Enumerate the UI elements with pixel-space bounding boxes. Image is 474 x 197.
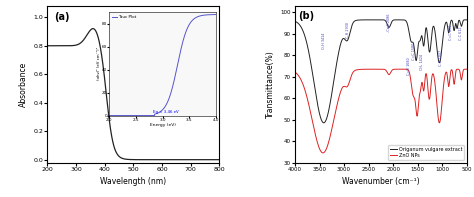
Text: C-O 1037: C-O 1037: [438, 50, 443, 66]
Legend: Origanum vulgare extract, ZnO NPs: Origanum vulgare extract, ZnO NPs: [388, 145, 465, 160]
ZnO NPs: [365, 68, 371, 70]
ZnO NPs: [292, 71, 298, 73]
Origanum vulgare extract: [461, 19, 466, 21]
Y-axis label: Absorbance: Absorbance: [19, 62, 28, 107]
Text: CH₂ 1424: CH₂ 1424: [419, 54, 423, 70]
Origanum vulgare extract: [322, 121, 328, 123]
Origanum vulgare extract: [292, 20, 298, 22]
Text: (a): (a): [55, 12, 70, 22]
Text: C-H 2930: C-H 2930: [346, 22, 349, 38]
Origanum vulgare extract: [464, 19, 470, 21]
Text: (b): (b): [299, 11, 315, 21]
Y-axis label: Transmittance(%): Transmittance(%): [266, 50, 275, 118]
ZnO NPs: [397, 68, 403, 70]
Origanum vulgare extract: [358, 19, 364, 21]
ZnO NPs: [322, 151, 328, 153]
Origanum vulgare extract: [312, 85, 318, 88]
Origanum vulgare extract: [442, 23, 448, 26]
ZnO NPs: [358, 68, 364, 71]
X-axis label: Wavelength (nm): Wavelength (nm): [100, 177, 166, 186]
ZnO NPs: [442, 74, 448, 76]
ZnO NPs: [461, 69, 466, 71]
ZnO NPs: [464, 68, 470, 70]
Text: O-H 3414: O-H 3414: [322, 33, 326, 49]
Text: C-C 612: C-C 612: [459, 27, 464, 40]
Text: C=C 831: C=C 831: [448, 25, 453, 40]
Line: ZnO NPs: ZnO NPs: [295, 69, 467, 153]
Line: Origanum vulgare extract: Origanum vulgare extract: [295, 20, 467, 123]
Text: C=C 1580: C=C 1580: [412, 42, 416, 59]
ZnO NPs: [320, 152, 326, 154]
Text: C=O 1680: C=O 1680: [407, 57, 411, 74]
Origanum vulgare extract: [321, 122, 327, 124]
Origanum vulgare extract: [365, 19, 371, 21]
Text: -C≡C 2086: -C≡C 2086: [387, 13, 391, 32]
ZnO NPs: [312, 130, 318, 132]
X-axis label: Wavenumber (cm⁻¹): Wavenumber (cm⁻¹): [342, 177, 420, 186]
